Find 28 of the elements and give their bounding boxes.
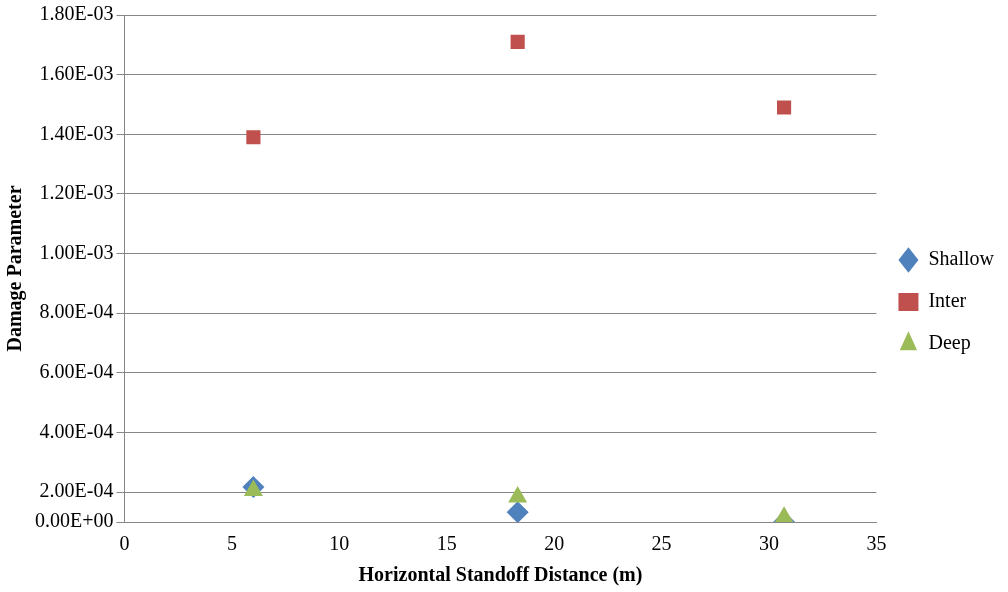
legend-label: Inter [928, 289, 967, 312]
x-axis-title: Horizontal Standoff Distance (m) [358, 563, 643, 587]
y-tick-label: 1.00E-03 [39, 240, 114, 263]
y-tick-label: 1.40E-03 [39, 121, 114, 144]
x-tick-label: 25 [651, 532, 672, 555]
legend-label: Deep [928, 331, 971, 355]
y-tick-label: 4.00E-04 [39, 419, 114, 442]
y-tick-label: 1.20E-03 [39, 181, 114, 204]
y-tick-label: 2.00E-04 [39, 479, 114, 502]
point [776, 100, 792, 115]
x-tick-label: 5 [226, 532, 237, 555]
legend-label: Shallow [928, 247, 995, 270]
y-tick-label: 0.00E+00 [35, 509, 114, 532]
x-tick-label: 0 [119, 532, 130, 555]
x-tick-label: 15 [436, 532, 457, 555]
y-tick-label: 6.00E-04 [39, 360, 114, 383]
point [508, 485, 528, 503]
x-tick-label: 20 [544, 532, 565, 555]
y-tick-label: 8.00E-04 [39, 300, 114, 323]
x-tick-label: 30 [759, 532, 780, 555]
point [774, 506, 794, 522]
y-tick-label: 1.60E-03 [39, 61, 114, 84]
y-tick-label: 1.80E-03 [39, 2, 114, 25]
x-tick-label: 10 [329, 532, 350, 555]
point [246, 130, 261, 145]
y-axis-title: Damage Parameter [3, 185, 27, 352]
x-tick-label: 35 [866, 532, 887, 555]
point [510, 34, 525, 49]
